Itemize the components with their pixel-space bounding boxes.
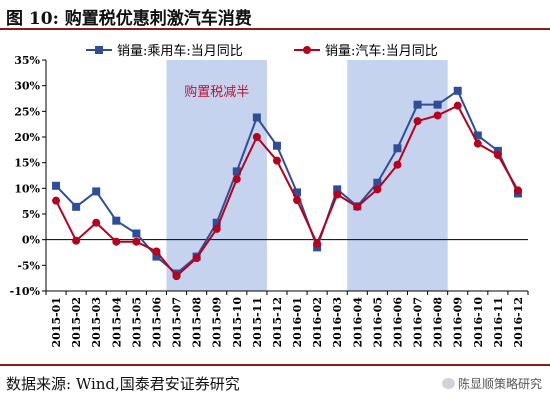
x-tick-label: 2015-08 [191, 297, 204, 348]
data-point [52, 196, 61, 205]
x-tick-label: 2016-02 [311, 297, 324, 348]
data-point [232, 175, 241, 184]
annotation-label: 购置税减半 [184, 84, 249, 100]
data-point [72, 202, 81, 211]
data-point [433, 111, 442, 120]
data-point [252, 133, 261, 141]
legend-marker [303, 46, 311, 54]
data-point [473, 139, 482, 148]
data-point [413, 100, 422, 109]
y-tick-label: 0% [22, 234, 41, 247]
x-tick-label: 2015-12 [271, 297, 284, 348]
data-point [212, 224, 221, 233]
figure-header: 图 10: 购置税优惠刺激汽车消费 [0, 0, 550, 30]
x-tick-label: 2016-09 [452, 297, 465, 348]
data-point [353, 202, 362, 211]
x-tick-label: 2015-04 [110, 297, 123, 348]
y-tick-label: 20% [14, 131, 40, 144]
y-tick-label: 15% [14, 157, 40, 170]
x-tick-label: 2016-06 [391, 297, 404, 348]
y-tick-label: 35% [14, 54, 40, 67]
data-point [293, 196, 302, 205]
legend-label: 销量:乘用车:当月同比 [117, 43, 243, 59]
data-point [373, 185, 382, 194]
line-chart: -10% -5% 0% 5% 10% 15% 20% 25% 30% 35% 2015-01 2015… [10, 43, 529, 348]
legend-marker [95, 46, 103, 54]
data-point [152, 247, 161, 256]
data-point [92, 218, 101, 227]
data-point [132, 229, 141, 238]
data-point [132, 237, 141, 246]
x-tick-label: 2015-09 [211, 297, 224, 348]
x-tick-label: 2016-03 [331, 297, 344, 348]
y-tick-label: 30% [14, 80, 40, 93]
data-point [252, 113, 261, 122]
title-rule [0, 28, 550, 30]
data-point [92, 187, 101, 196]
figure-title: 图 10: 购置税优惠刺激汽车消费 [6, 9, 252, 29]
y-tick-label: -10% [10, 285, 41, 298]
highlight-band [347, 60, 448, 291]
x-tick-label: 2016-05 [371, 297, 384, 348]
data-point [453, 101, 462, 110]
bottom-rule [0, 364, 550, 366]
data-point [373, 178, 382, 187]
x-tick-label: 2015-11 [251, 297, 264, 348]
x-tick-label: 2015-01 [50, 297, 63, 348]
y-tick-label: -5% [17, 259, 40, 272]
data-point [293, 188, 302, 197]
x-tick-label: 2015-02 [70, 297, 83, 348]
data-point [152, 252, 161, 261]
x-tick-label: 2015-03 [90, 297, 103, 348]
x-tick-label: 2016-04 [351, 297, 364, 348]
data-point [212, 218, 221, 227]
y-tick-label: 5% [22, 208, 41, 221]
x-tick-label: 2016-01 [291, 297, 304, 348]
data-point [192, 254, 201, 263]
x-tick-label: 2015-07 [171, 297, 184, 348]
wechat-icon [441, 378, 455, 389]
legend-label: 销量:汽车:当月同比 [325, 43, 438, 59]
data-point [72, 236, 81, 245]
data-point [272, 141, 281, 150]
y-tick-label: 10% [14, 182, 40, 195]
x-tick-label: 2015-06 [150, 297, 163, 348]
data-point [433, 100, 442, 109]
data-point [333, 190, 342, 199]
data-point [413, 117, 422, 126]
data-point [393, 160, 402, 169]
data-point [112, 216, 121, 225]
data-point [393, 144, 402, 153]
x-tick-label: 2016-10 [472, 297, 485, 348]
x-tick-label: 2016-12 [512, 297, 525, 348]
data-point [112, 237, 121, 246]
data-point [313, 239, 322, 248]
data-point [493, 150, 502, 159]
y-tick-label: 25% [14, 105, 40, 118]
data-point [272, 156, 281, 165]
data-point [52, 181, 61, 190]
watermark: 陈显顺策略研究 [441, 375, 542, 392]
data-point [513, 186, 522, 195]
data-point [172, 272, 181, 281]
data-point [453, 86, 462, 95]
highlight-band [166, 60, 267, 291]
data-point [493, 146, 502, 155]
x-tick-label: 2016-07 [412, 297, 425, 348]
x-tick-label: 2015-05 [130, 297, 143, 348]
x-tick-label: 2016-08 [432, 297, 445, 348]
x-tick-label: 2016-11 [492, 297, 505, 348]
x-tick-label: 2015-10 [231, 297, 244, 348]
data-point [333, 185, 342, 194]
data-point [473, 131, 482, 140]
data-point [232, 167, 241, 176]
data-source: 数据来源: Wind,国泰君安证券研究 [6, 375, 240, 393]
series-line [55, 104, 519, 278]
watermark-text: 陈显顺策略研究 [457, 377, 542, 391]
